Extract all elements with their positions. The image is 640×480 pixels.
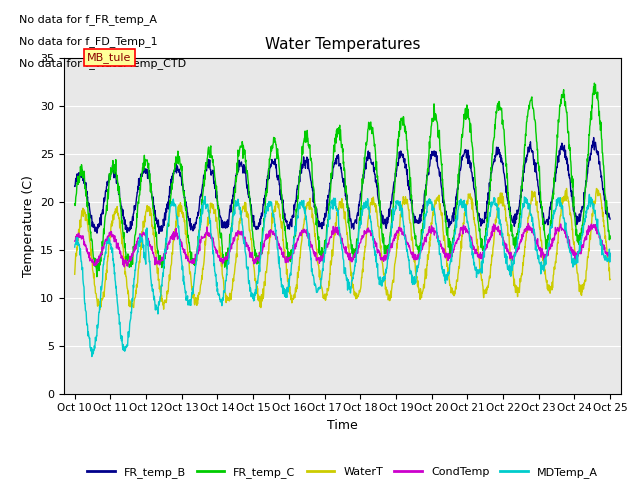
Line: WaterT: WaterT (75, 189, 610, 310)
CondTemp (319, 254, 327, 260)
FR_temp_C (376, 198, 383, 204)
MDTemp_A (606, 251, 614, 256)
FR_temp_C (310, 184, 317, 190)
WaterT (96, 307, 104, 313)
MDTemp_A (88, 354, 96, 360)
FR_temp_B (112, 176, 120, 181)
CondTemp (71, 238, 79, 244)
WaterT (134, 267, 142, 273)
Text: No data for f_FR_temp_A: No data for f_FR_temp_A (19, 14, 157, 25)
Text: MB_tule: MB_tule (87, 52, 132, 63)
MDTemp_A (134, 239, 142, 245)
FR_temp_C (298, 144, 306, 149)
FR_temp_C (591, 80, 598, 86)
WaterT (376, 236, 383, 241)
WaterT (310, 219, 317, 225)
MDTemp_A (298, 203, 306, 209)
CondTemp (120, 264, 128, 270)
MDTemp_A (586, 192, 593, 197)
Text: No data for f_WaterTemp_CTD: No data for f_WaterTemp_CTD (19, 58, 187, 69)
WaterT (71, 271, 79, 277)
CondTemp (134, 235, 142, 241)
CondTemp (298, 228, 306, 233)
FR_temp_C (134, 199, 142, 204)
WaterT (606, 276, 614, 282)
FR_temp_C (71, 201, 79, 206)
FR_temp_B (310, 199, 317, 205)
MDTemp_A (319, 268, 327, 274)
MDTemp_A (113, 292, 120, 298)
MDTemp_A (71, 244, 79, 250)
FR_temp_B (606, 216, 614, 222)
FR_temp_C (113, 175, 120, 181)
MDTemp_A (376, 278, 383, 284)
FR_temp_B (155, 230, 163, 236)
CondTemp (524, 221, 532, 227)
MDTemp_A (310, 273, 317, 278)
CondTemp (376, 252, 383, 258)
WaterT (563, 186, 570, 192)
Y-axis label: Temperature (C): Temperature (C) (22, 175, 35, 276)
FR_temp_C (606, 236, 614, 241)
Line: MDTemp_A: MDTemp_A (75, 194, 610, 357)
Line: FR_temp_C: FR_temp_C (75, 83, 610, 277)
CondTemp (112, 237, 120, 242)
FR_temp_B (590, 135, 598, 141)
FR_temp_C (93, 274, 100, 280)
FR_temp_B (376, 199, 383, 205)
WaterT (113, 209, 120, 215)
Line: FR_temp_B: FR_temp_B (75, 138, 610, 233)
FR_temp_B (134, 183, 142, 189)
WaterT (319, 294, 327, 300)
Line: CondTemp: CondTemp (75, 224, 610, 267)
FR_temp_C (319, 254, 327, 260)
FR_temp_B (71, 183, 79, 189)
Title: Water Temperatures: Water Temperatures (265, 37, 420, 52)
FR_temp_B (298, 162, 306, 168)
X-axis label: Time: Time (327, 419, 358, 432)
WaterT (298, 232, 306, 238)
Legend: FR_temp_B, FR_temp_C, WaterT, CondTemp, MDTemp_A: FR_temp_B, FR_temp_C, WaterT, CondTemp, … (83, 462, 602, 480)
Text: No data for f_FD_Temp_1: No data for f_FD_Temp_1 (19, 36, 158, 47)
CondTemp (606, 253, 614, 259)
CondTemp (310, 249, 317, 254)
FR_temp_B (319, 222, 327, 228)
